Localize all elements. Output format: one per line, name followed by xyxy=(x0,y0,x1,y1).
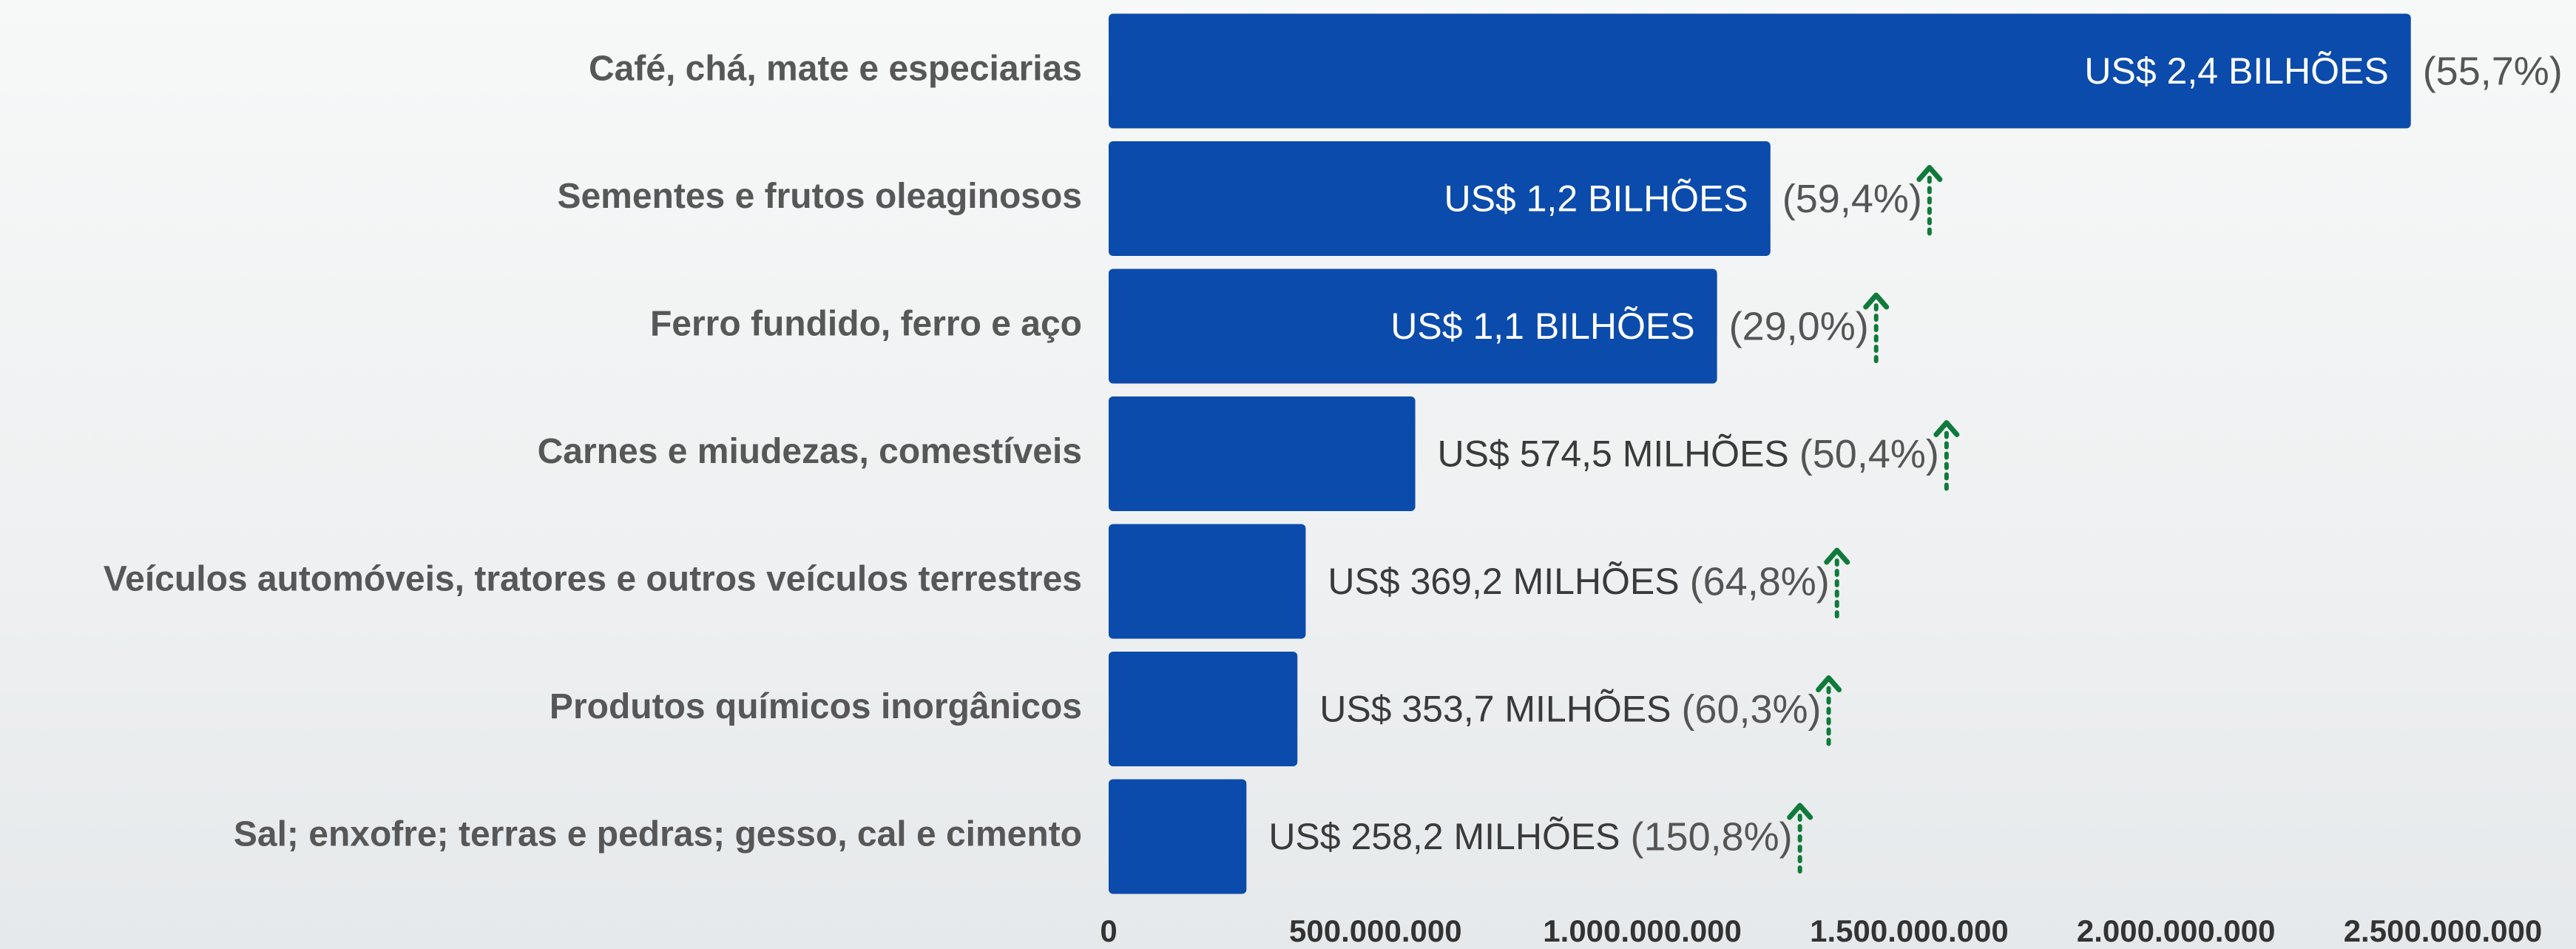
value-label: US$ 1,1 BILHÕES xyxy=(1390,305,1694,347)
value-label: US$ 1,2 BILHÕES xyxy=(1444,178,1748,220)
x-tick-label: 1.500.000.000 xyxy=(1810,913,2009,948)
bar xyxy=(1109,141,1771,256)
growth-label: (150,8%) xyxy=(1631,814,1793,859)
category-label: Café, chá, mate e especiarias xyxy=(589,50,1082,89)
value-label: US$ 2,4 BILHÕES xyxy=(2084,50,2388,92)
growth-arrow-head xyxy=(1824,547,1850,565)
x-tick-label: 2.500.000.000 xyxy=(2344,913,2543,948)
growth-label: (55,7%) xyxy=(2423,49,2563,93)
bar xyxy=(1109,396,1416,511)
x-tick-label: 2.000.000.000 xyxy=(2077,913,2276,948)
growth-label: (29,0%) xyxy=(1729,304,1869,348)
value-label: US$ 369,2 MILHÕES xyxy=(1328,561,1679,602)
growth-arrow-head xyxy=(1816,675,1842,692)
category-label: Sal; enxofre; terras e pedras; gesso, ca… xyxy=(234,815,1082,854)
growth-arrow-head xyxy=(1933,420,1960,437)
value-label: US$ 353,7 MILHÕES xyxy=(1319,689,1671,730)
category-label: Produtos químicos inorgânicos xyxy=(550,687,1082,726)
x-tick-label: 0 xyxy=(1100,913,1117,948)
growth-label: (59,4%) xyxy=(1782,177,1922,221)
growth-arrow-head xyxy=(1863,292,1890,310)
value-label: US$ 258,2 MILHÕES xyxy=(1268,816,1620,857)
category-label: Veículos automóveis, tratores e outros v… xyxy=(104,560,1082,599)
value-label: US$ 574,5 MILHÕES xyxy=(1438,433,1789,475)
bar xyxy=(1109,269,1717,384)
growth-arrow-head xyxy=(1916,165,1943,182)
bar xyxy=(1109,13,2411,129)
x-tick-label: 500.000.000 xyxy=(1289,913,1462,948)
bar xyxy=(1109,524,1306,639)
category-label: Ferro fundido, ferro e aço xyxy=(650,305,1082,344)
growth-label: (50,4%) xyxy=(1799,432,1939,476)
x-tick-label: 1.000.000.000 xyxy=(1543,913,1742,948)
bar xyxy=(1109,652,1298,766)
category-label: Carnes e miudezas, comestíveis xyxy=(538,432,1082,471)
category-label: Sementes e frutos oleaginosos xyxy=(557,177,1082,216)
growth-arrow-head xyxy=(1787,803,1813,820)
growth-label: (64,8%) xyxy=(1690,559,1830,604)
bar xyxy=(1109,779,1247,894)
growth-label: (60,3%) xyxy=(1681,687,1821,732)
